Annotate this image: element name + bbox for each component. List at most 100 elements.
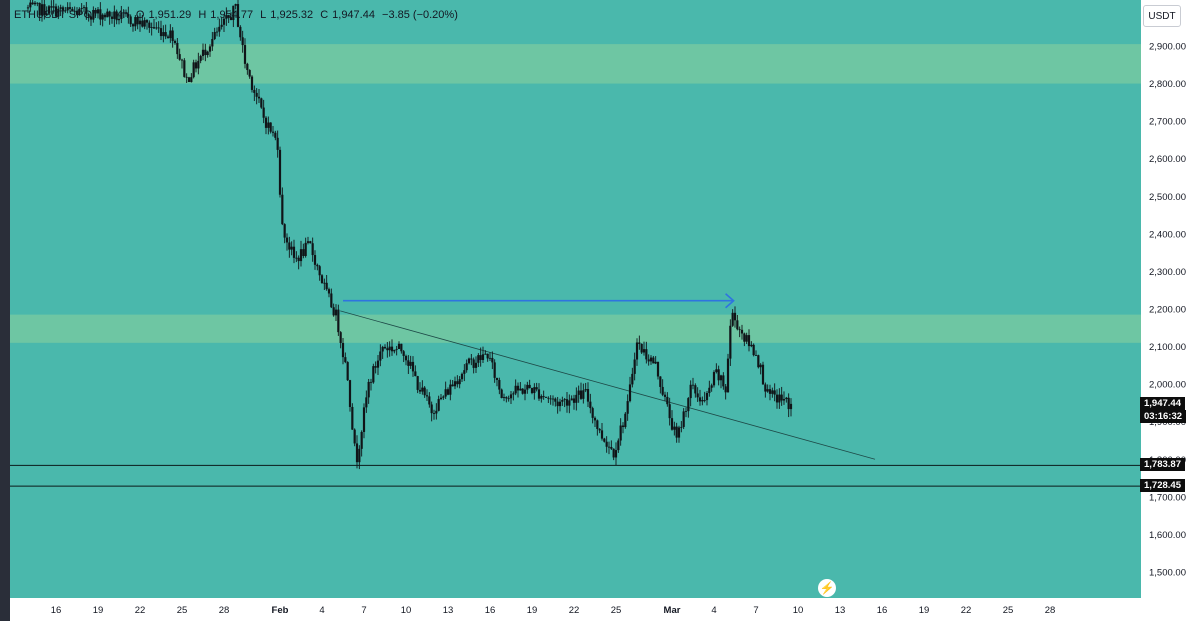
candle	[698, 389, 702, 406]
candle-body	[164, 32, 167, 37]
candle-body	[82, 7, 86, 9]
candle-body	[208, 46, 212, 52]
candle	[656, 361, 660, 380]
candle-body	[719, 375, 723, 381]
candle-body	[57, 8, 60, 17]
candle	[61, 5, 65, 15]
candle	[150, 22, 153, 36]
candle-body	[442, 396, 445, 398]
candle-body	[178, 54, 181, 60]
candle-body	[463, 370, 466, 374]
candle-body	[250, 76, 254, 90]
candle	[68, 2, 72, 13]
candle-body	[108, 11, 111, 17]
candle	[715, 363, 718, 374]
y-tick-label: 2,800.00	[1149, 79, 1186, 90]
candle-body	[780, 394, 783, 401]
candle	[640, 343, 643, 355]
candle-body	[190, 77, 193, 83]
candle-body	[549, 398, 552, 400]
candle-body	[530, 388, 534, 394]
candle-body	[143, 20, 146, 27]
currency-unit-button[interactable]: USDT	[1143, 5, 1181, 27]
candle-body	[115, 11, 118, 21]
candle-body	[591, 408, 594, 418]
candle-body	[430, 404, 433, 414]
candle	[257, 89, 261, 104]
candle-body	[439, 397, 443, 400]
plot-area[interactable]	[10, 0, 1141, 598]
candle-body	[64, 10, 67, 12]
candle	[477, 353, 480, 368]
x-tick-label: 19	[919, 605, 930, 616]
candle-body	[257, 96, 261, 99]
candle-body	[330, 293, 333, 308]
candle	[726, 353, 730, 393]
candle-body	[222, 18, 226, 25]
candle	[775, 389, 779, 409]
candle-body	[512, 393, 515, 395]
candle	[505, 396, 508, 403]
candle	[320, 274, 324, 284]
candle-body	[260, 98, 263, 108]
candle	[306, 236, 310, 245]
candle-body	[778, 394, 781, 403]
candle-body	[423, 387, 426, 396]
candle-body	[101, 14, 104, 20]
x-tick-label: 19	[527, 605, 538, 616]
candle-body	[54, 6, 58, 17]
support-lines-layer	[10, 464, 1141, 487]
candle-body	[446, 389, 450, 395]
candle	[605, 436, 608, 453]
candle	[75, 7, 79, 16]
candle	[159, 20, 163, 41]
time-axis[interactable]	[10, 598, 1200, 621]
support-2-price-tag: 1,728.45	[1140, 479, 1185, 493]
lightning-icon[interactable]: ⚡	[818, 579, 836, 597]
candle-body	[309, 241, 312, 244]
candle-body	[768, 389, 772, 394]
timeframe-label[interactable]: 4h	[116, 9, 129, 21]
candle	[243, 38, 247, 69]
candle-body	[173, 40, 177, 43]
candle	[661, 379, 664, 397]
price-axis[interactable]	[1141, 0, 1200, 598]
candle	[152, 19, 156, 29]
candle-body	[87, 14, 90, 17]
candle	[537, 383, 541, 401]
candle	[675, 422, 678, 443]
candle-body	[624, 413, 627, 428]
candle-body	[472, 359, 475, 368]
candle	[418, 382, 422, 394]
candle-body	[745, 335, 748, 342]
x-tick-label: 13	[835, 605, 846, 616]
candle-body	[239, 26, 242, 38]
candle-body	[218, 26, 221, 32]
candle-body	[554, 398, 557, 402]
candle	[430, 401, 433, 422]
candle	[302, 243, 305, 259]
candle	[127, 6, 130, 24]
x-tick-label: 16	[877, 605, 888, 616]
candle	[218, 18, 221, 37]
candle	[589, 393, 592, 414]
candle	[456, 375, 459, 388]
candle-body	[775, 394, 779, 403]
candle	[568, 394, 571, 414]
x-tick-label: 28	[1045, 605, 1056, 616]
candle	[575, 387, 578, 411]
candle	[276, 130, 279, 158]
x-tick-label: 25	[611, 605, 622, 616]
candle	[554, 397, 557, 407]
candle	[544, 396, 548, 398]
candle	[474, 356, 478, 373]
candles-layer	[26, 0, 793, 470]
candle	[491, 351, 494, 370]
candle-body	[320, 275, 324, 284]
candle-body	[570, 398, 573, 401]
candle	[764, 382, 767, 398]
candle	[358, 445, 361, 470]
symbol-label[interactable]: ETHUSDT SPOT	[14, 9, 99, 21]
candle-body	[351, 406, 354, 430]
